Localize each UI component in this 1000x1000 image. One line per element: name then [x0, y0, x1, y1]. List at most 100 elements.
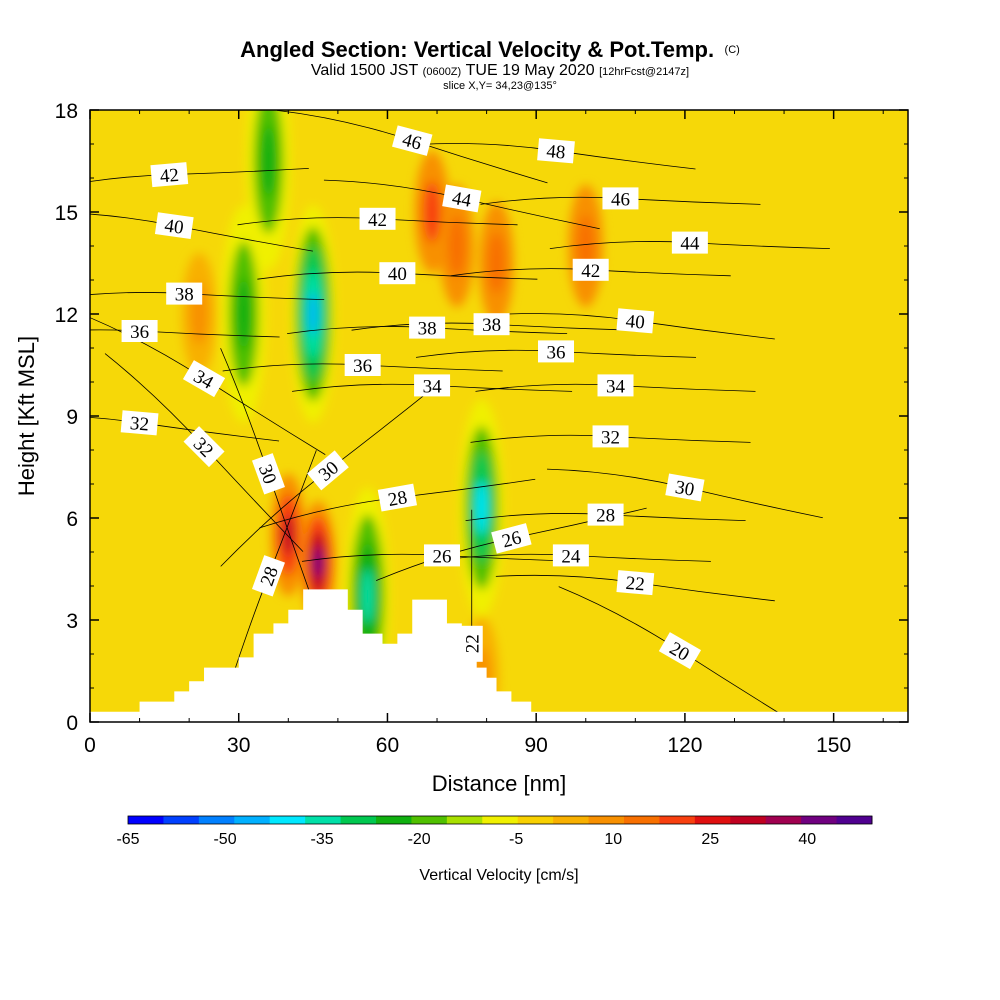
velocity-feature — [261, 124, 276, 198]
contour-label: 22 — [616, 570, 655, 596]
x-tick-label: 60 — [376, 734, 399, 757]
x-tick-label: 0 — [84, 734, 96, 757]
contour-label: 32 — [592, 425, 629, 448]
contour-label: 32 — [120, 410, 159, 436]
colorbar-swatch — [376, 816, 412, 824]
colorbar-swatch — [553, 816, 590, 824]
contour-label: 40 — [616, 308, 655, 334]
contour-label-text: 32 — [601, 427, 620, 448]
contour-label-box — [251, 453, 285, 495]
contour-label-box — [552, 544, 589, 567]
chart-title: Angled Section: Vertical Velocity & Pot.… — [240, 37, 740, 62]
contour-label-box — [537, 138, 575, 164]
contour-label: 24 — [552, 544, 589, 567]
contour-label-box — [409, 316, 446, 339]
y-tick-label: 18 — [55, 100, 78, 123]
colorbar-swatch — [588, 816, 625, 824]
contour-label: 36 — [121, 320, 158, 343]
x-tick-label: 30 — [227, 734, 250, 757]
contour-label-box — [592, 425, 629, 448]
contour-label: 36 — [344, 354, 381, 377]
contour-label-box — [671, 231, 708, 254]
contour-label-box — [344, 354, 381, 376]
colorbar-swatch — [801, 816, 838, 824]
colorbar-title: Vertical Velocity [cm/s] — [419, 867, 578, 884]
contour-label-box — [414, 374, 451, 397]
contour-label-text: 48 — [546, 141, 567, 164]
contour-label-box — [616, 308, 655, 334]
colorbar-swatch — [163, 816, 200, 824]
colorbar-swatch — [411, 816, 448, 824]
contour-label-text: 38 — [482, 315, 501, 336]
contour-label-box — [307, 450, 349, 491]
colorbar-tick-label: -5 — [509, 831, 523, 848]
contour-label-text: 36 — [130, 322, 149, 343]
contour-label-box — [359, 207, 396, 230]
contour-label-box — [658, 632, 702, 670]
contour-label: 38 — [166, 282, 203, 306]
contour-label-text: 44 — [450, 188, 473, 212]
colorbar-swatch — [198, 816, 235, 824]
contour-label-text: 26 — [432, 546, 451, 567]
contour-label-box — [150, 162, 189, 188]
contour-label: 44 — [671, 231, 708, 255]
contour-label-text: 34 — [606, 376, 626, 397]
contour-label-text: 42 — [368, 210, 387, 231]
contour-label: 40 — [154, 212, 194, 239]
x-tick-label: 90 — [525, 734, 548, 757]
colorbar: -65 -50 -35 -20 -5 10 25 40 — [116, 815, 873, 848]
contour-label-box — [538, 340, 575, 363]
colorbar-swatch — [482, 816, 519, 824]
contour-label-text: 28 — [386, 487, 408, 511]
contour-label-text: 26 — [500, 527, 524, 552]
y-tick-label: 15 — [55, 202, 78, 225]
y-tick-label: 6 — [66, 508, 78, 531]
contour-label-box — [120, 410, 159, 436]
contour-label: 40 — [379, 262, 416, 285]
contour-label-text: 22 — [463, 634, 484, 653]
contour-label: 42 — [359, 207, 396, 231]
contour-label: 48 — [537, 138, 575, 164]
contour-label-box — [251, 555, 285, 597]
contour-label-text: 40 — [163, 215, 185, 238]
contour-label-box — [392, 125, 433, 156]
colorbar-swatch — [624, 816, 660, 824]
contour-label-text: 44 — [680, 234, 700, 255]
chart-subtitle: Valid 1500 JST (0600Z) TUE 19 May 2020 [… — [311, 62, 689, 79]
colorbar-tick-label: 25 — [701, 831, 719, 848]
colorbar-tick-label: 40 — [798, 831, 816, 848]
contour-label: 22 — [460, 625, 484, 662]
colorbar-swatch — [234, 816, 271, 824]
contour-label: 26 — [423, 544, 460, 567]
contour-label: 34 — [597, 374, 634, 397]
contour-label-box — [377, 483, 418, 512]
contour-label: 30 — [665, 473, 705, 502]
colorbar-swatch — [659, 816, 696, 824]
colorbar-frame — [127, 815, 873, 825]
contour-label-box — [597, 374, 634, 397]
y-tick-label: 3 — [66, 610, 78, 633]
x-tick-label: 150 — [816, 734, 851, 757]
colorbar-tick-label: -20 — [408, 831, 431, 848]
contour-label-box — [616, 570, 655, 596]
contour-label-text: 30 — [673, 477, 695, 501]
contour-label: 28 — [587, 503, 624, 527]
contour-label-box — [121, 320, 158, 342]
colorbar-swatch — [517, 816, 554, 824]
colorbar-tick-label: -35 — [311, 831, 334, 848]
contour-label-text: 28 — [596, 506, 615, 527]
x-axis-title: Distance [nm] — [432, 771, 567, 796]
contour-label: 36 — [538, 340, 575, 363]
contour-label-text: 24 — [561, 546, 581, 567]
colorbar-swatch — [269, 816, 306, 824]
contour-label: 44 — [442, 184, 482, 213]
colorbar-swatch — [446, 816, 483, 824]
contour-label-text: 42 — [159, 165, 180, 188]
velocity-feature — [313, 546, 323, 578]
contour-label: 46 — [392, 125, 433, 156]
y-axis-title: Height [Kft MSL] — [14, 336, 39, 496]
contour-label-text: 22 — [625, 573, 646, 596]
contour-label-text: 46 — [400, 129, 424, 154]
